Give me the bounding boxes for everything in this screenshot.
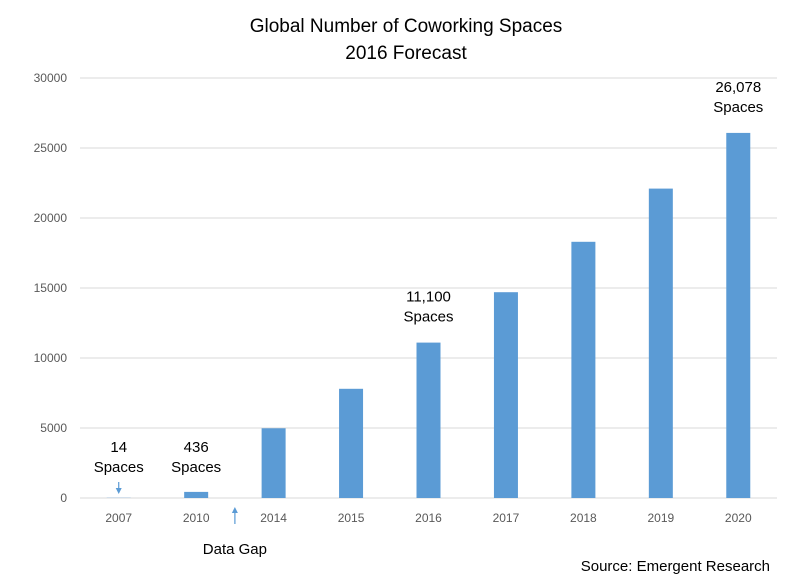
bars [106,132,751,499]
y-tick-label: 10000 [34,351,68,365]
x-axis-ticks: 2007 2010 2014 2015 2016 2017 2018 2019 2020 [105,511,752,525]
y-tick-label: 5000 [40,421,67,435]
x-tick-label: 2016 [415,511,442,525]
x-tick-label: 2010 [183,511,210,525]
bar-2017 [493,292,518,498]
y-tick-label: 25000 [34,141,68,155]
bar-2015 [339,388,364,498]
bar-2014 [261,428,286,498]
data-label-2007: 14 [110,439,127,456]
up-arrow-icon-head [231,507,238,513]
data-label-2016: Spaces [403,309,453,326]
chart-title-line-1: Global Number of Coworking Spaces [250,16,563,37]
x-tick-label: 2007 [105,511,132,525]
data-gap-label: Data Gap [203,541,267,558]
x-tick-label: 2018 [570,511,597,525]
x-tick-label: 2017 [493,511,520,525]
y-tick-label: 0 [60,491,67,505]
x-tick-label: 2014 [260,511,287,525]
source-note: Source: Emergent Research [581,558,770,575]
bar-2019 [648,188,673,498]
data-gap-annotation: Data Gap [203,507,267,558]
x-tick-label: 2020 [725,511,752,525]
bar-2018 [571,241,596,499]
bar-2016 [416,342,441,498]
data-label-2016: 11,100 [406,289,451,306]
y-tick-label: 20000 [34,211,68,225]
x-tick-label: 2015 [338,511,365,525]
y-tick-label: 30000 [34,71,68,85]
x-tick-label: 2019 [647,511,674,525]
annotations: 14 Spaces 436 Spaces 11,100 Spaces 26,078 Space… [94,79,763,494]
data-label-2007: Spaces [94,459,144,476]
data-label-2010: 436 [184,439,209,456]
y-tick-label: 15000 [34,281,68,295]
data-label-2010: Spaces [171,459,221,476]
bar-2020 [726,132,751,498]
data-label-2020: Spaces [713,99,763,116]
bar-2010 [184,491,209,498]
data-label-2020: 26,078 [715,79,761,96]
chart-title-line-2: 2016 Forecast [345,43,467,64]
y-axis-ticks: 0 5000 10000 15000 20000 25000 30000 [34,71,68,505]
chart-title: Global Number of Coworking Spaces 2016 F… [250,16,563,64]
down-arrow-icon-head [115,488,122,494]
